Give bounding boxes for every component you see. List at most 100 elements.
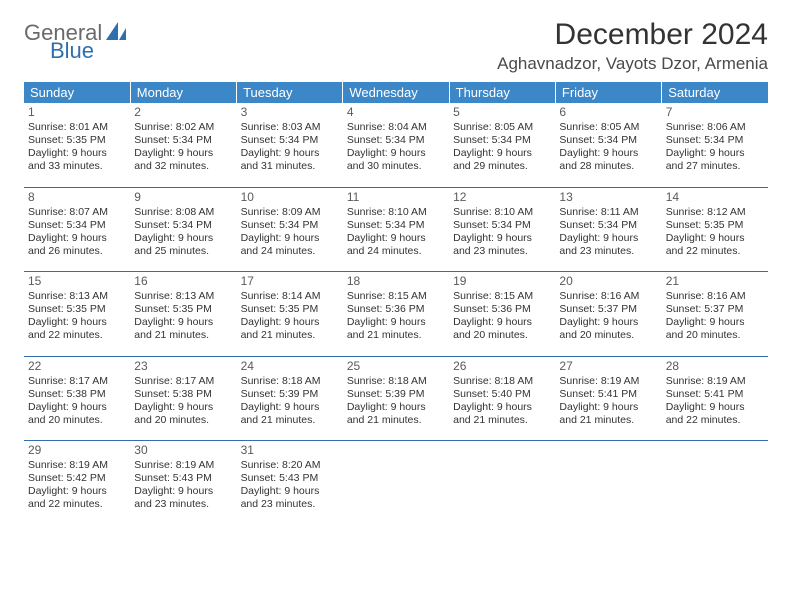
day-d2: and 21 minutes. [347,329,445,342]
day-sr: Sunrise: 8:18 AM [347,375,445,388]
day-sr: Sunrise: 8:19 AM [666,375,764,388]
day-sr: Sunrise: 8:02 AM [134,121,232,134]
day-d2: and 23 minutes. [559,245,657,258]
day-cell: 25Sunrise: 8:18 AMSunset: 5:39 PMDayligh… [343,357,449,441]
day-number: 11 [347,190,445,205]
day-sr: Sunrise: 8:14 AM [241,290,339,303]
day-d1: Daylight: 9 hours [666,401,764,414]
day-d1: Daylight: 9 hours [347,147,445,160]
day-ss: Sunset: 5:34 PM [241,134,339,147]
day-d2: and 21 minutes. [347,414,445,427]
day-sr: Sunrise: 8:20 AM [241,459,339,472]
day-cell [555,441,661,525]
day-cell: 30Sunrise: 8:19 AMSunset: 5:43 PMDayligh… [130,441,236,525]
dow-row: Sunday Monday Tuesday Wednesday Thursday… [24,82,768,103]
day-ss: Sunset: 5:37 PM [666,303,764,316]
day-sr: Sunrise: 8:04 AM [347,121,445,134]
day-d1: Daylight: 9 hours [347,316,445,329]
day-d1: Daylight: 9 hours [559,232,657,245]
day-d1: Daylight: 9 hours [559,316,657,329]
day-d1: Daylight: 9 hours [666,147,764,160]
day-ss: Sunset: 5:35 PM [28,134,126,147]
day-d2: and 21 minutes. [241,414,339,427]
day-sr: Sunrise: 8:16 AM [666,290,764,303]
day-ss: Sunset: 5:35 PM [666,219,764,232]
day-cell: 31Sunrise: 8:20 AMSunset: 5:43 PMDayligh… [237,441,343,525]
day-d2: and 21 minutes. [559,414,657,427]
day-ss: Sunset: 5:43 PM [134,472,232,485]
day-number: 13 [559,190,657,205]
day-cell: 28Sunrise: 8:19 AMSunset: 5:41 PMDayligh… [662,357,768,441]
calendar-table: Sunday Monday Tuesday Wednesday Thursday… [24,82,768,525]
day-cell: 4Sunrise: 8:04 AMSunset: 5:34 PMDaylight… [343,103,449,187]
day-number: 21 [666,274,764,289]
day-d1: Daylight: 9 hours [241,401,339,414]
day-sr: Sunrise: 8:19 AM [134,459,232,472]
day-sr: Sunrise: 8:09 AM [241,206,339,219]
day-ss: Sunset: 5:35 PM [134,303,232,316]
day-number: 6 [559,105,657,120]
day-cell: 19Sunrise: 8:15 AMSunset: 5:36 PMDayligh… [449,272,555,356]
day-number: 7 [666,105,764,120]
day-sr: Sunrise: 8:15 AM [453,290,551,303]
logo-text-blue: Blue [50,40,128,62]
day-d2: and 25 minutes. [134,245,232,258]
day-cell [449,441,555,525]
day-d2: and 20 minutes. [559,329,657,342]
day-d2: and 20 minutes. [666,329,764,342]
day-d1: Daylight: 9 hours [134,232,232,245]
day-sr: Sunrise: 8:16 AM [559,290,657,303]
dow-thursday: Thursday [449,82,555,103]
day-number: 8 [28,190,126,205]
day-sr: Sunrise: 8:05 AM [559,121,657,134]
day-d1: Daylight: 9 hours [134,485,232,498]
calendar-page: General Blue December 2024 Aghavnadzor, … [0,0,792,543]
day-sr: Sunrise: 8:18 AM [241,375,339,388]
day-cell: 22Sunrise: 8:17 AMSunset: 5:38 PMDayligh… [24,357,130,441]
day-d2: and 23 minutes. [134,498,232,511]
day-cell: 18Sunrise: 8:15 AMSunset: 5:36 PMDayligh… [343,272,449,356]
day-sr: Sunrise: 8:13 AM [28,290,126,303]
day-number: 20 [559,274,657,289]
day-cell: 9Sunrise: 8:08 AMSunset: 5:34 PMDaylight… [130,188,236,272]
day-d2: and 21 minutes. [453,414,551,427]
day-number: 18 [347,274,445,289]
day-sr: Sunrise: 8:07 AM [28,206,126,219]
day-ss: Sunset: 5:38 PM [134,388,232,401]
day-cell: 8Sunrise: 8:07 AMSunset: 5:34 PMDaylight… [24,188,130,272]
day-d1: Daylight: 9 hours [347,232,445,245]
dow-wednesday: Wednesday [343,82,449,103]
dow-monday: Monday [130,82,236,103]
day-d1: Daylight: 9 hours [134,401,232,414]
day-d2: and 27 minutes. [666,160,764,173]
day-sr: Sunrise: 8:10 AM [453,206,551,219]
day-sr: Sunrise: 8:03 AM [241,121,339,134]
day-ss: Sunset: 5:42 PM [28,472,126,485]
day-d2: and 22 minutes. [28,329,126,342]
day-ss: Sunset: 5:36 PM [347,303,445,316]
day-cell: 15Sunrise: 8:13 AMSunset: 5:35 PMDayligh… [24,272,130,356]
month-title: December 2024 [497,18,768,52]
day-number: 12 [453,190,551,205]
day-d2: and 21 minutes. [241,329,339,342]
day-ss: Sunset: 5:34 PM [453,219,551,232]
day-number: 31 [241,443,339,458]
day-d2: and 30 minutes. [347,160,445,173]
day-ss: Sunset: 5:34 PM [241,219,339,232]
day-sr: Sunrise: 8:12 AM [666,206,764,219]
day-number: 25 [347,359,445,374]
day-number: 10 [241,190,339,205]
day-d2: and 26 minutes. [28,245,126,258]
day-ss: Sunset: 5:35 PM [241,303,339,316]
day-number: 26 [453,359,551,374]
day-cell: 12Sunrise: 8:10 AMSunset: 5:34 PMDayligh… [449,188,555,272]
day-d1: Daylight: 9 hours [453,316,551,329]
week-row: 1Sunrise: 8:01 AMSunset: 5:35 PMDaylight… [24,103,768,187]
week-row: 22Sunrise: 8:17 AMSunset: 5:38 PMDayligh… [24,357,768,441]
day-cell: 5Sunrise: 8:05 AMSunset: 5:34 PMDaylight… [449,103,555,187]
day-d2: and 20 minutes. [134,414,232,427]
day-sr: Sunrise: 8:17 AM [28,375,126,388]
day-number: 27 [559,359,657,374]
day-number: 22 [28,359,126,374]
day-cell: 2Sunrise: 8:02 AMSunset: 5:34 PMDaylight… [130,103,236,187]
